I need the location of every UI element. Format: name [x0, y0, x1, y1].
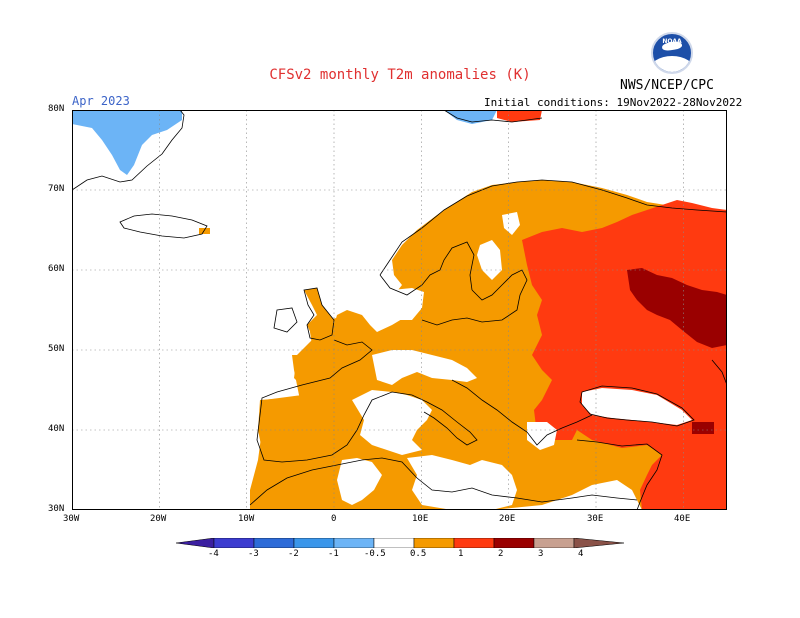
lon-label-10w: 10W — [238, 514, 255, 524]
coast-norway-south — [379, 241, 475, 296]
cool-anomaly-greenland — [72, 110, 182, 175]
noaa-wave-shape — [653, 56, 691, 72]
colorbar-label-2: 2 — [498, 549, 504, 559]
colorbar — [176, 538, 625, 548]
colorbar-label-minus4: -4 — [208, 549, 219, 559]
coast-britain — [303, 287, 335, 341]
coast-iceland — [119, 213, 208, 239]
colorbar-label-3: 3 — [538, 549, 544, 559]
map-title: CFSv2 monthly T2m anomalies (K) — [269, 67, 531, 83]
colorbar-bin-minus2-minus1 — [293, 538, 335, 548]
lon-label-10e: 10E — [412, 514, 429, 524]
neutral-gap-black-sea — [582, 388, 692, 425]
agency-label: NWS/NCEP/CPC — [620, 78, 714, 93]
noaa-logo-text: NOAA — [662, 38, 682, 45]
colorbar-label-1: 1 — [458, 549, 464, 559]
colorbar-bin-minus4-minus3 — [213, 538, 255, 548]
strong-warm-anomaly-russia — [627, 268, 727, 348]
neutral-gap-aegean — [527, 422, 557, 450]
lat-label-70n: 70N — [48, 184, 65, 194]
coast-baltic — [421, 269, 528, 326]
lon-label-20e: 20E — [499, 514, 516, 524]
weak-warm-anomaly-france — [294, 316, 372, 392]
colorbar-label-05: 0.5 — [410, 549, 427, 559]
anomaly-map — [72, 110, 727, 510]
lon-label-0: 0 — [331, 514, 337, 524]
lat-label-80n: 80N — [48, 104, 65, 114]
weak-warm-anomaly-iberia — [258, 398, 362, 462]
neutral-gap-north-africa — [337, 458, 382, 505]
coast-black-sea — [579, 385, 695, 427]
neutral-gap-lybia — [407, 455, 517, 510]
colorbar-label-minus05: -0.5 — [364, 549, 386, 559]
lon-label-40e: 40E — [674, 514, 691, 524]
coast-north-africa — [249, 457, 638, 506]
colorbar-bin-1-2 — [453, 538, 495, 548]
colorbar-low-arrow — [176, 538, 215, 548]
lon-label-30w: 30W — [63, 514, 80, 524]
lat-label-50n: 50N — [48, 344, 65, 354]
coast-caspian — [711, 359, 727, 386]
weak-warm-anomaly-iceland — [199, 228, 210, 234]
coast-scandinavia — [379, 179, 727, 276]
warm-anomaly-svalbard — [497, 110, 542, 122]
coast-turkey-levant — [576, 439, 663, 510]
coast-svalbard — [443, 110, 543, 123]
initial-conditions-label: Initial conditions: 19Nov2022-28Nov2022 — [484, 96, 743, 109]
coastlines — [72, 110, 727, 510]
neutral-gap-germany — [390, 288, 424, 320]
anomaly-shading — [72, 110, 727, 510]
coast-ireland — [273, 307, 298, 333]
colorbar-bin-minus1-minus05 — [333, 538, 375, 548]
lon-label-20w: 20W — [150, 514, 167, 524]
warm-anomaly-east — [522, 200, 727, 510]
colorbar-bin-2-3 — [493, 538, 535, 548]
lon-label-30e: 30E — [587, 514, 604, 524]
colorbar-label-4: 4 — [578, 549, 584, 559]
valid-month-label: Apr 2023 — [72, 94, 130, 108]
colorbar-label-minus2: -2 — [288, 549, 299, 559]
lat-label-60n: 60N — [48, 264, 65, 274]
colorbar-bin-neutral — [373, 538, 415, 548]
strong-warm-anomaly-caucasus — [692, 422, 714, 434]
coast-balkans — [451, 379, 593, 446]
coast-france-iberia — [256, 339, 428, 463]
colorbar-label-minus3: -3 — [248, 549, 259, 559]
weak-warm-anomaly-britain — [304, 288, 334, 340]
lat-label-40n: 40N — [48, 424, 65, 434]
graticule — [72, 110, 727, 510]
neutral-gap-alps-italy — [372, 350, 477, 385]
lat-label-30n: 30N — [48, 504, 65, 514]
neutral-gap-finland — [502, 212, 520, 235]
coast-italy — [423, 401, 478, 446]
colorbar-bin-3-4 — [533, 538, 575, 548]
map-frame — [72, 110, 727, 510]
colorbar-bin-05-1 — [413, 538, 455, 548]
neutral-gap-mediterranean — [352, 390, 432, 455]
colorbar-label-minus1: -1 — [328, 549, 339, 559]
coast-greenland — [72, 110, 185, 191]
colorbar-bin-minus3-minus2 — [253, 538, 295, 548]
colorbar-high-arrow — [573, 538, 625, 548]
noaa-logo: NOAA — [651, 32, 693, 74]
